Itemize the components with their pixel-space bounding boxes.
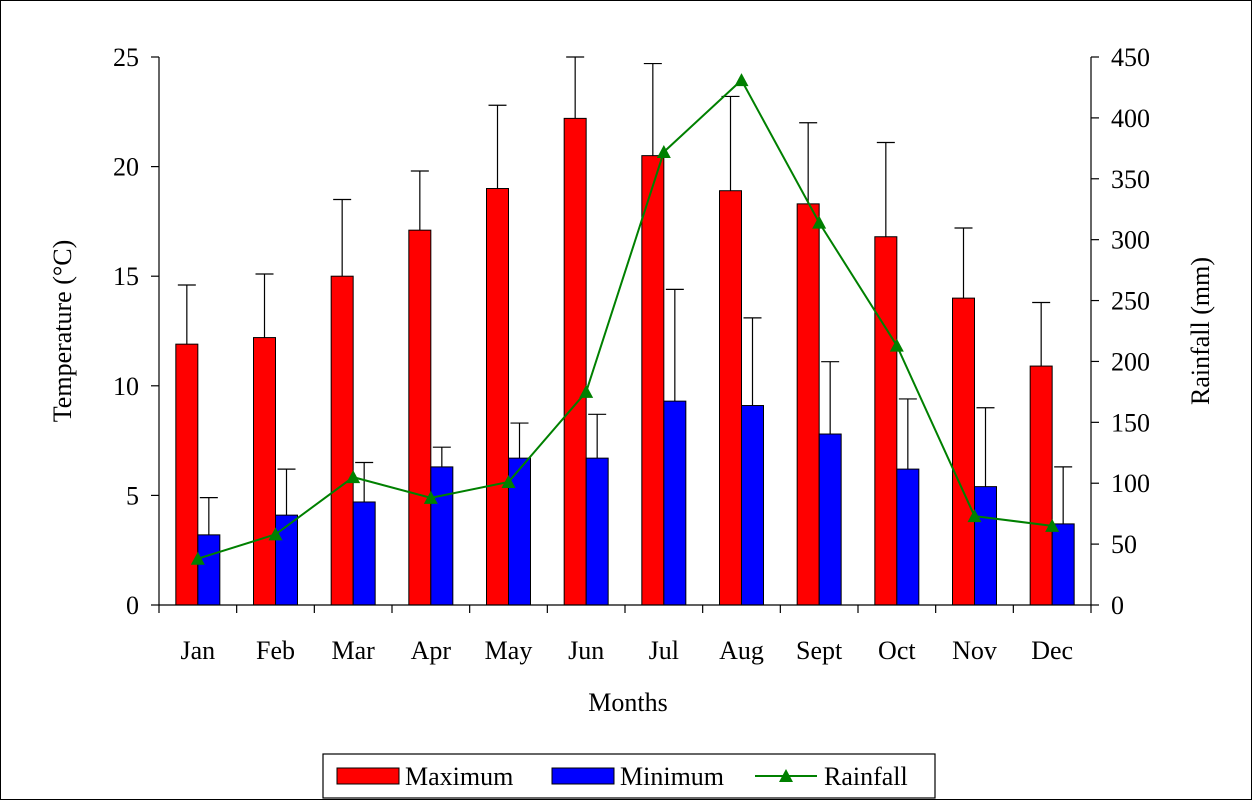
bar-maximum: [642, 156, 664, 605]
bar-minimum: [431, 467, 453, 605]
left-y-tick-label: 20: [113, 153, 139, 182]
bar-minimum: [742, 406, 764, 605]
right-y-tick-label: 300: [1111, 226, 1150, 255]
x-tick-label: Aug: [719, 636, 764, 665]
x-tick-label: Sept: [796, 636, 843, 665]
plot-area: [176, 57, 1074, 605]
bar-maximum: [331, 276, 353, 605]
bar-maximum: [564, 118, 586, 605]
point-rainfall: [735, 73, 749, 86]
right-y-tick-label: 400: [1111, 104, 1150, 133]
bar-minimum: [509, 458, 531, 605]
right-y-tick-label: 0: [1111, 591, 1124, 620]
series-line-rainfall: [198, 80, 1052, 559]
right-y-tick-label: 200: [1111, 347, 1150, 376]
x-tick-label: Apr: [411, 636, 452, 665]
bar-minimum: [353, 502, 375, 605]
bar-minimum: [1052, 524, 1074, 605]
legend: Maximum Minimum Rainfall: [323, 754, 935, 798]
legend-label-minimum: Minimum: [620, 762, 724, 791]
x-tick-label: Oct: [878, 636, 916, 665]
bar-minimum: [276, 515, 298, 605]
x-tick-label: May: [485, 636, 533, 665]
bar-maximum: [720, 191, 742, 605]
right-y-tick-label: 350: [1111, 165, 1150, 194]
bar-minimum: [975, 487, 997, 605]
bar-maximum: [1030, 366, 1052, 605]
bar-maximum: [176, 344, 198, 605]
right-y-tick-label: 50: [1111, 530, 1137, 559]
legend-label-rainfall: Rainfall: [824, 762, 908, 791]
bar-minimum: [198, 535, 220, 605]
legend-swatch-minimum: [552, 768, 614, 784]
right-y-tick-label: 250: [1111, 287, 1150, 316]
x-tick-label: Nov: [952, 636, 997, 665]
legend-swatch-maximum: [337, 768, 399, 784]
x-axis-title: Months: [588, 688, 667, 717]
bar-maximum: [487, 189, 509, 605]
legend-label-maximum: Maximum: [405, 762, 513, 791]
left-y-tick-label: 25: [113, 43, 139, 72]
bar-maximum: [797, 204, 819, 605]
x-tick-label: Dec: [1031, 636, 1073, 665]
bar-minimum: [586, 458, 608, 605]
right-y-tick-label: 150: [1111, 408, 1150, 437]
x-tick-label: Jul: [649, 636, 679, 665]
left-y-tick-label: 10: [113, 372, 139, 401]
x-tick-label: Jan: [180, 636, 215, 665]
bar-minimum: [819, 434, 841, 605]
right-y-tick-label: 450: [1111, 43, 1150, 72]
bar-maximum: [875, 237, 897, 605]
x-tick-label: Mar: [332, 636, 376, 665]
bar-maximum: [254, 338, 276, 605]
left-y-axis-title: Temperature (°C): [48, 240, 77, 423]
x-tick-label: Jun: [568, 636, 604, 665]
bar-maximum: [953, 298, 975, 605]
bar-maximum: [409, 230, 431, 605]
right-y-tick-label: 100: [1111, 469, 1150, 498]
left-y-tick-label: 0: [126, 591, 139, 620]
bar-minimum: [897, 469, 919, 605]
left-y-tick-label: 15: [113, 262, 139, 291]
right-y-axis-title: Rainfall (mm): [1186, 257, 1215, 405]
x-tick-label: Feb: [256, 636, 295, 665]
bar-minimum: [664, 401, 686, 605]
left-y-tick-label: 5: [126, 481, 139, 510]
